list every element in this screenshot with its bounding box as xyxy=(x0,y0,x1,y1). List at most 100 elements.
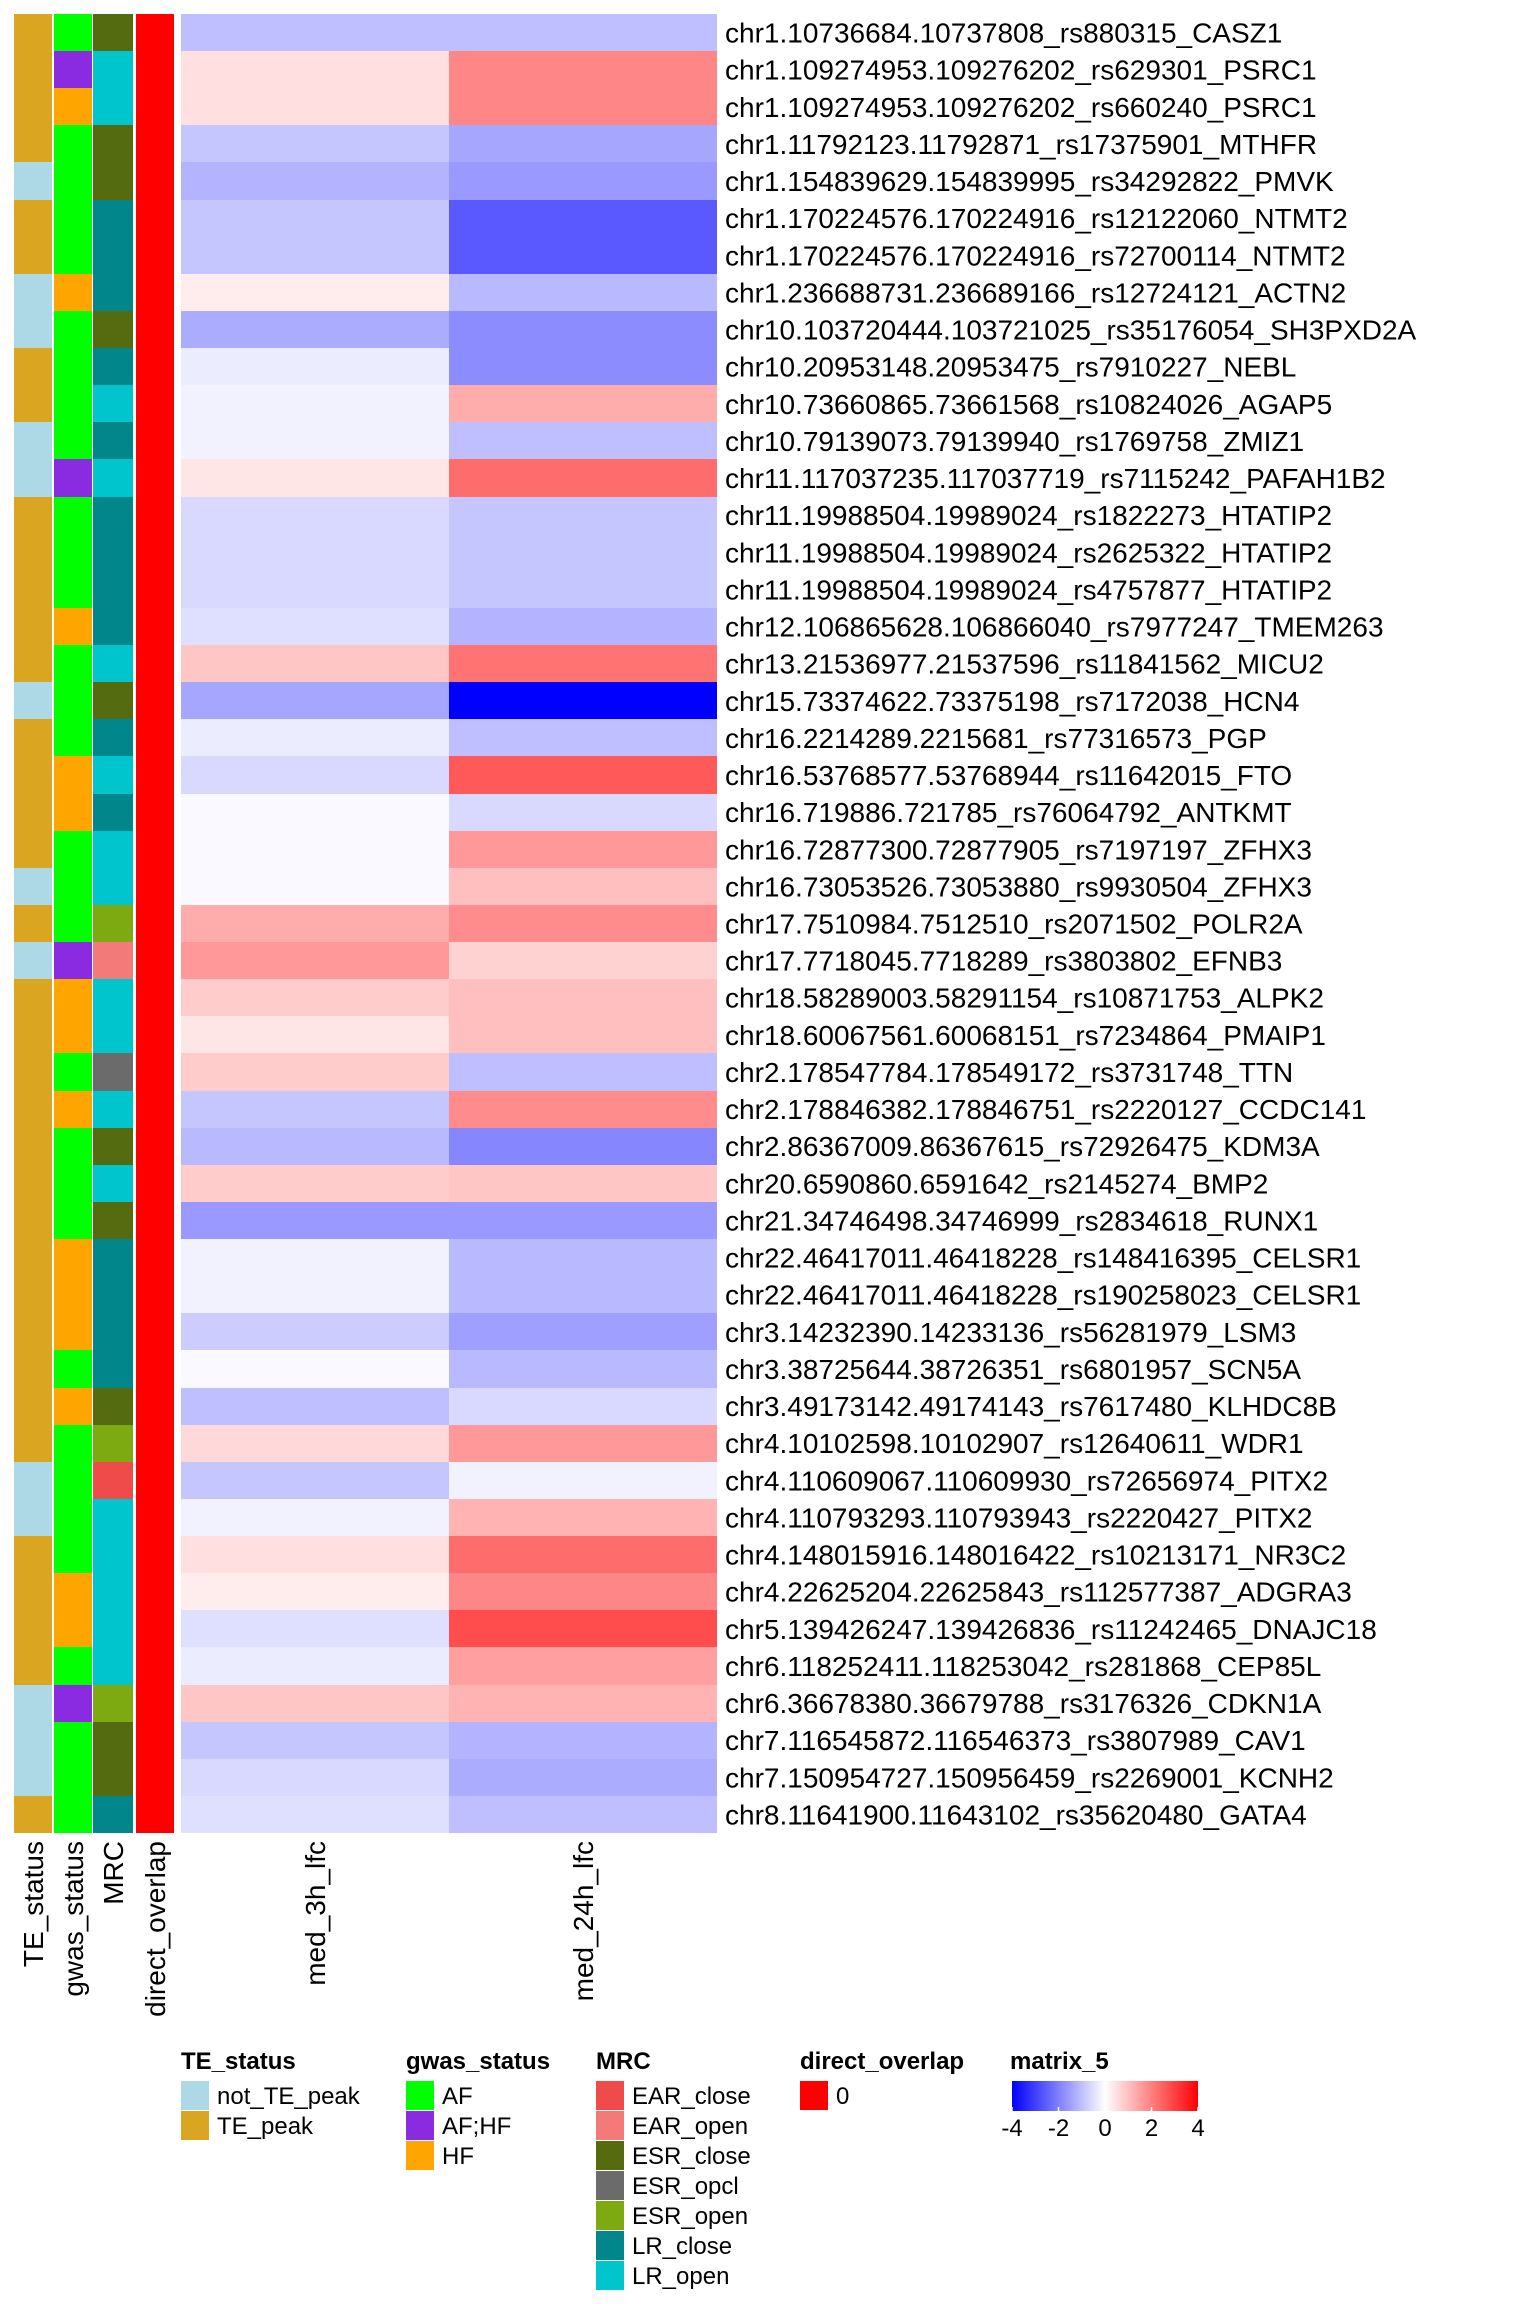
heatmap-cell-med_3h_lfc xyxy=(181,1165,449,1202)
legend-swatch xyxy=(596,2111,624,2140)
legend-label: TE_peak xyxy=(217,2113,314,2140)
annotation-cell-TE_status xyxy=(14,422,52,459)
heatmap-cell-med_3h_lfc xyxy=(181,459,449,497)
heatmap-cell-med_3h_lfc xyxy=(181,125,449,162)
annotation-cell-direct_overlap xyxy=(136,682,174,719)
annotation-cell-direct_overlap xyxy=(136,719,174,756)
row-label: chr11.19988504.19989024_rs1822273_HTATIP… xyxy=(725,500,1332,531)
scale-tick-label: -4 xyxy=(1001,2115,1022,2142)
annotation-cell-MRC xyxy=(93,1462,133,1499)
heatmap-cell-med_24h_lfc xyxy=(449,868,717,905)
annotation-cell-TE_status xyxy=(14,719,52,756)
heatmap-cell-med_3h_lfc xyxy=(181,422,449,459)
annotation-cell-TE_status xyxy=(14,1610,52,1647)
annotation-cell-direct_overlap xyxy=(136,645,174,682)
annotation-cell-MRC xyxy=(93,1759,133,1796)
legend-swatch xyxy=(181,2081,209,2110)
annotation-cell-MRC xyxy=(93,125,133,162)
annotation-cell-TE_status xyxy=(14,1722,52,1759)
annotation-cell-gwas_status xyxy=(54,1239,92,1276)
annotation-cell-TE_status xyxy=(14,1276,52,1313)
heatmap-cell-med_3h_lfc xyxy=(181,1685,449,1722)
color-scale-legend: matrix_5 -4 -2 0 2 4 xyxy=(1001,2048,1204,2142)
annotation-cell-direct_overlap xyxy=(136,459,174,497)
annotation-cell-gwas_status xyxy=(54,1350,92,1388)
annotation-cell-MRC xyxy=(93,719,133,756)
legends: TE_status not_TE_peak TE_peak gwas_status AF… xyxy=(181,2048,964,2290)
annotation-cell-gwas_status xyxy=(54,497,92,534)
annotation-cell-direct_overlap xyxy=(136,1388,174,1425)
row-label: chr18.60067561.60068151_rs7234864_PMAIP1 xyxy=(725,1020,1326,1051)
heatmap-cell-med_3h_lfc xyxy=(181,756,449,794)
heatmap-cell-med_3h_lfc xyxy=(181,385,449,422)
row-label: chr11.19988504.19989024_rs4757877_HTATIP… xyxy=(725,574,1332,605)
heatmap-cell-med_3h_lfc xyxy=(181,608,449,645)
annotation-cell-gwas_status xyxy=(54,162,92,200)
annotation-cell-TE_status xyxy=(14,51,52,88)
row-label: chr1.154839629.154839995_rs34292822_PMVK xyxy=(725,166,1334,197)
annotation-cell-MRC xyxy=(93,1647,133,1685)
annotation-cell-gwas_status xyxy=(54,1499,92,1536)
heatmap-cell-med_24h_lfc xyxy=(449,608,717,645)
annotation-cell-MRC xyxy=(93,497,133,534)
annotation-cell-direct_overlap xyxy=(136,794,174,831)
row-label: chr1.109274953.109276202_rs660240_PSRC1 xyxy=(725,92,1317,123)
heatmap-cell-med_24h_lfc xyxy=(449,1647,717,1685)
row-label: chr2.178547784.178549172_rs3731748_TTN xyxy=(725,1057,1293,1088)
annotation-cell-MRC xyxy=(93,1425,133,1462)
annotation-cell-direct_overlap xyxy=(136,1499,174,1536)
heatmap-cell-med_3h_lfc xyxy=(181,868,449,905)
legend-label: AF xyxy=(442,2083,473,2110)
annotation-cell-direct_overlap xyxy=(136,497,174,534)
heatmap-cell-med_3h_lfc xyxy=(181,88,449,125)
heatmap-cell-med_24h_lfc xyxy=(449,422,717,459)
heatmap-cell-med_3h_lfc xyxy=(181,645,449,682)
annotation-cell-MRC xyxy=(93,794,133,831)
annotation-cell-TE_status xyxy=(14,88,52,125)
heatmap-cell-med_24h_lfc xyxy=(449,756,717,794)
annotation-cell-TE_status xyxy=(14,794,52,831)
column-label: med_24h_lfc xyxy=(568,1841,599,2001)
annotation-cell-direct_overlap xyxy=(136,237,174,274)
row-labels: chr1.10736684.10737808_rs880315_CASZ1chr… xyxy=(725,18,1417,1831)
annotation-cell-gwas_status xyxy=(54,385,92,422)
annotation-cell-MRC xyxy=(93,1722,133,1759)
annotation-cell-gwas_status xyxy=(54,88,92,125)
annotation-cell-direct_overlap xyxy=(136,274,174,311)
annotation-cell-direct_overlap xyxy=(136,200,174,237)
annotation-cell-gwas_status xyxy=(54,1685,92,1722)
annotation-cell-gwas_status xyxy=(54,571,92,608)
heatmap-cell-med_24h_lfc xyxy=(449,1536,717,1573)
annotation-cell-gwas_status xyxy=(54,1016,92,1053)
heatmap-cell-med_3h_lfc xyxy=(181,1239,449,1276)
column-label: direct_overlap xyxy=(140,1841,171,2017)
annotation-cell-TE_status xyxy=(14,1462,52,1499)
heatmap-cell-med_3h_lfc xyxy=(181,571,449,608)
annotation-cell-direct_overlap xyxy=(136,831,174,868)
annotation-cell-MRC xyxy=(93,756,133,794)
annotation-cell-MRC xyxy=(93,1573,133,1610)
annotation-cell-direct_overlap xyxy=(136,1685,174,1722)
heatmap-cell-med_24h_lfc xyxy=(449,497,717,534)
annotation-cell-gwas_status xyxy=(54,1647,92,1685)
annotation-cell-TE_status xyxy=(14,756,52,794)
heatmap-cell-med_24h_lfc xyxy=(449,831,717,868)
row-label: chr16.2214289.2215681_rs77316573_PGP xyxy=(725,723,1267,754)
row-label: chr1.236688731.236689166_rs12724121_ACTN… xyxy=(725,277,1346,308)
heatmap-cell-med_24h_lfc xyxy=(449,1610,717,1647)
heatmap-cell-med_24h_lfc xyxy=(449,1202,717,1239)
annotation-cell-direct_overlap xyxy=(136,1425,174,1462)
heatmap-cell-med_24h_lfc xyxy=(449,1128,717,1165)
heatmap-cell-med_24h_lfc xyxy=(449,14,717,51)
legend-label: ESR_opcl xyxy=(632,2173,739,2200)
row-label: chr18.58289003.58291154_rs10871753_ALPK2 xyxy=(725,983,1324,1014)
annotation-cell-MRC xyxy=(93,831,133,868)
row-label: chr4.110609067.110609930_rs72656974_PITX… xyxy=(725,1465,1328,1496)
annotation-cell-TE_status xyxy=(14,831,52,868)
row-label: chr21.34746498.34746999_rs2834618_RUNX1 xyxy=(725,1205,1318,1236)
row-label: chr1.170224576.170224916_rs12122060_NTMT… xyxy=(725,203,1348,234)
annotation-cell-gwas_status xyxy=(54,459,92,497)
annotation-cell-MRC xyxy=(93,1685,133,1722)
scale-tick-label: 4 xyxy=(1191,2115,1204,2142)
row-label: chr15.73374622.73375198_rs7172038_HCN4 xyxy=(725,686,1299,717)
